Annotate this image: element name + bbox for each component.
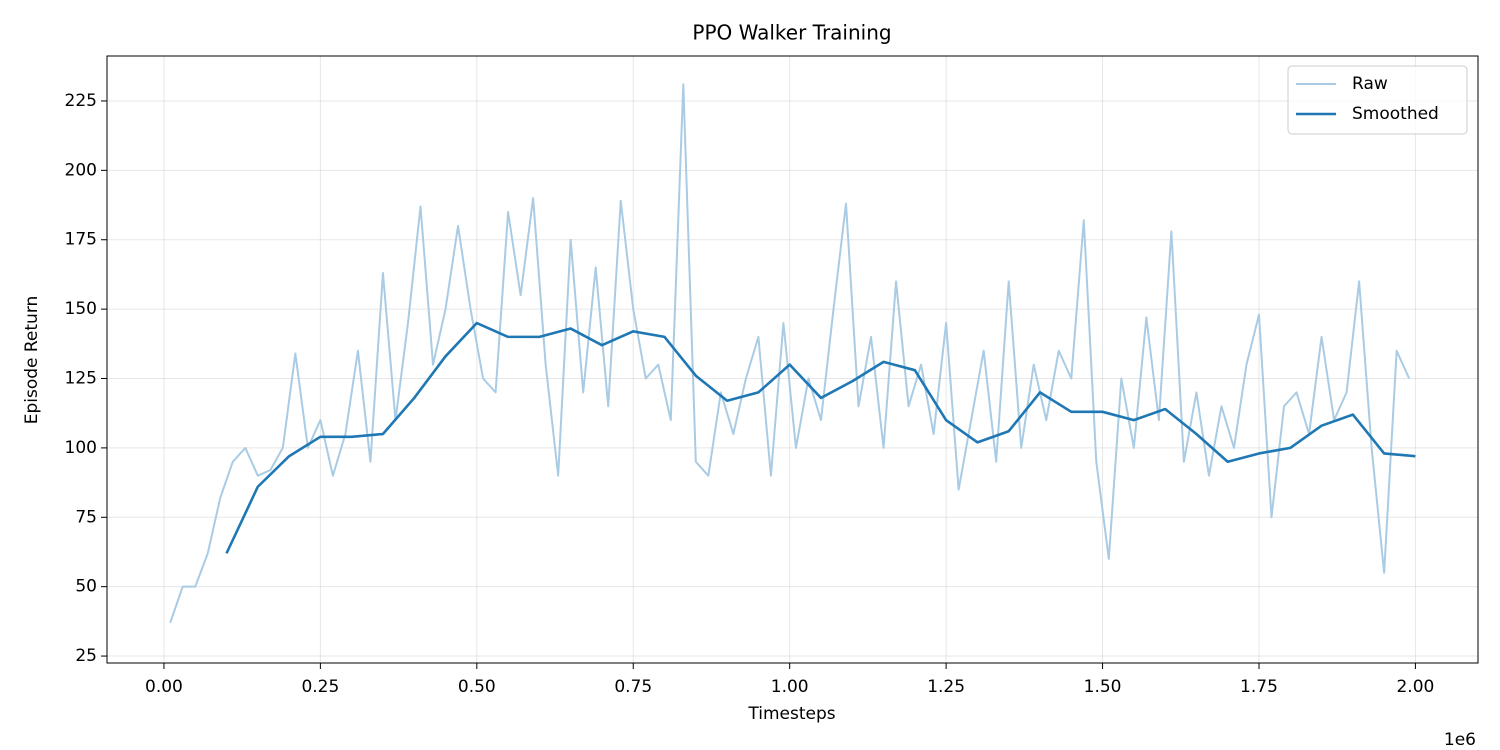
x-tick-label: 1.00 — [771, 677, 809, 697]
y-tick-label: 125 — [65, 369, 97, 389]
y-tick-label: 175 — [65, 230, 97, 250]
x-tick-label: 1.25 — [927, 677, 965, 697]
y-axis-label: Episode Return — [22, 296, 42, 425]
legend-label: Raw — [1352, 74, 1388, 94]
plot-frame — [106, 55, 1479, 664]
x-tick-label: 1.50 — [1084, 677, 1122, 697]
y-tick-label: 150 — [65, 299, 97, 319]
y-tick-label: 100 — [65, 438, 97, 458]
legend-label: Smoothed — [1352, 104, 1439, 124]
data-line — [169, 83, 1411, 624]
x-tick-label: 0.50 — [458, 677, 496, 697]
y-tick-label: 50 — [75, 577, 97, 597]
x-tick-label: 1.75 — [1240, 677, 1278, 697]
x-axis-label: Timesteps — [747, 704, 835, 724]
y-tick-label: 200 — [65, 160, 97, 180]
chart-title: PPO Walker Training — [692, 21, 891, 45]
y-tick-label: 75 — [75, 507, 97, 527]
x-tick-label: 0.75 — [614, 677, 652, 697]
x-tick-label: 0.00 — [145, 677, 183, 697]
x-offset-label: 1e6 — [1444, 730, 1476, 750]
y-tick-label: 25 — [75, 646, 97, 666]
x-tick-label: 0.25 — [301, 677, 339, 697]
y-tick-label: 225 — [65, 91, 97, 111]
data-line — [225, 321, 1416, 554]
x-tick-label: 2.00 — [1396, 677, 1434, 697]
